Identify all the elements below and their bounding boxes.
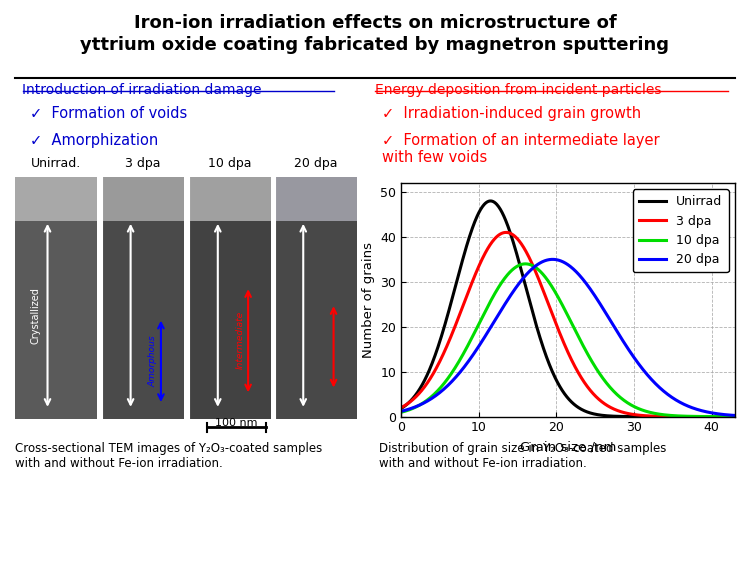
Text: ✓  Irradiation-induced grain growth: ✓ Irradiation-induced grain growth [382,106,641,121]
Bar [15,177,97,221]
Bar [274,177,356,221]
Text: Iron-ion irradiation effects on microstructure of
yttrium oxide coating fabricat: Iron-ion irradiation effects on microstr… [80,14,670,54]
Bar [189,177,271,221]
Unirrad [555,383,564,390]
Y-axis label: Number of grains: Number of grains [362,242,375,358]
3 dpa [487,240,496,247]
Line: 10 dpa: 10 dpa [401,264,750,417]
20 dpa [631,356,640,363]
Line: 3 dpa: 3 dpa [401,233,750,417]
3 dpa [555,330,564,337]
Bar [15,213,97,419]
10 dpa [397,409,406,415]
20 dpa [548,256,557,263]
Unirrad [746,413,750,420]
20 dpa [458,365,467,372]
3 dpa [397,404,406,411]
Bar [102,177,184,221]
3 dpa [746,413,750,420]
Text: 10 dpa: 10 dpa [209,157,252,170]
Unirrad [631,413,640,420]
Text: ✓  Amorphization: ✓ Amorphization [30,133,158,148]
Text: Intermediate: Intermediate [236,310,244,369]
Unirrad [486,198,495,204]
10 dpa [746,413,750,420]
10 dpa [487,297,496,303]
10 dpa [631,404,640,410]
20 dpa [397,408,406,414]
20 dpa [555,257,564,264]
Text: Distribution of grain size in Y₂O₃-coated samples
with and without Fe-ion irradi: Distribution of grain size in Y₂O₃-coate… [379,442,666,470]
X-axis label: Grain size /nm: Grain size /nm [520,440,616,453]
Bar [274,213,356,419]
Unirrad [397,405,406,412]
Unirrad [488,198,496,204]
3 dpa [631,412,640,418]
Text: 3 dpa: 3 dpa [125,157,160,170]
10 dpa [458,351,467,358]
Text: Crystallized: Crystallized [30,287,40,344]
Line: Unirrad: Unirrad [401,201,750,417]
Text: ✓  Formation of voids: ✓ Formation of voids [30,106,188,121]
Text: ✓  Formation of an intermediate layer
with few voids: ✓ Formation of an intermediate layer wit… [382,133,660,166]
Legend: Unirrad, 3 dpa, 10 dpa, 20 dpa: Unirrad, 3 dpa, 10 dpa, 20 dpa [632,189,729,272]
10 dpa [555,297,564,303]
20 dpa [660,388,669,395]
20 dpa [487,323,496,330]
3 dpa [660,413,669,420]
Line: 20 dpa: 20 dpa [401,260,750,416]
3 dpa [603,403,612,409]
Unirrad [603,413,612,419]
Text: Unirrad.: Unirrad. [31,157,81,170]
Text: Cross-sectional TEM images of Y₂O₃-coated samples
with and without Fe-ion irradi: Cross-sectional TEM images of Y₂O₃-coate… [15,442,322,470]
20 dpa [603,312,612,319]
Bar [102,213,184,419]
3 dpa [458,302,467,309]
Text: Amorphous: Amorphous [148,336,158,387]
Text: 100 nm: 100 nm [215,418,257,428]
Text: Energy deposition from incident particles: Energy deposition from incident particle… [375,83,662,97]
10 dpa [521,261,530,267]
Unirrad [458,255,467,262]
Unirrad [660,413,669,420]
3 dpa [502,229,511,236]
10 dpa [660,412,669,418]
Text: Introduction of irradiation damage: Introduction of irradiation damage [22,83,262,97]
Text: 20 dpa: 20 dpa [294,157,338,170]
10 dpa [603,381,612,388]
20 dpa [746,413,750,419]
Bar [189,213,271,419]
